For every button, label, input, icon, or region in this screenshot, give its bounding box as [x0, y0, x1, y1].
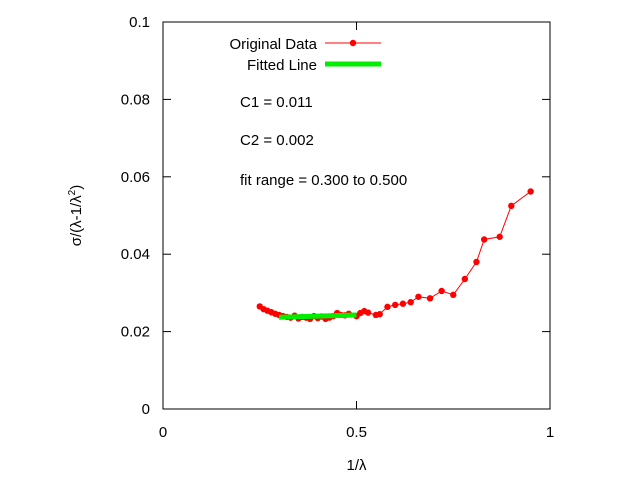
x-tick-label: 0.5 [346, 424, 367, 441]
fitted-line [279, 312, 357, 320]
annotation-c2: C2 = 0.002 [240, 132, 314, 149]
original-data-point [426, 295, 434, 302]
x-tick-label: 1 [546, 424, 554, 441]
series-fitted-line [279, 312, 357, 320]
original-data-point [450, 291, 457, 299]
plot-frame [162, 21, 551, 410]
original-data-point [473, 258, 480, 266]
y-tick-label: 0 [142, 401, 150, 418]
y-tick-label: 0.02 [121, 324, 150, 341]
y-tick-label: 0.06 [121, 169, 150, 186]
original-data-point [399, 300, 407, 307]
y-axis-label: σ/(λ-1/λ2) [67, 185, 85, 247]
legend-label-fitted-line: Fitted Line [247, 57, 317, 74]
original-data-point [438, 287, 445, 295]
y-axis-ticks: 0 0.02 0.04 0.06 0.08 0.1 [121, 14, 550, 418]
x-axis-label: 1/λ [346, 457, 367, 474]
annotation-fit-range: fit range = 0.300 to 0.500 [240, 172, 407, 189]
y-tick-label: 0.1 [129, 14, 150, 31]
original-data-point [415, 293, 422, 300]
original-data-point [392, 301, 399, 309]
annotation-c1: C1 = 0.011 [240, 94, 313, 111]
original-data-point [496, 233, 503, 240]
legend-marker-original-data [349, 39, 357, 47]
original-data-point [384, 303, 391, 311]
original-data-point [407, 298, 414, 306]
legend: Original Data Fitted Line [229, 36, 381, 74]
x-axis-ticks: 0 0.5 1 [159, 22, 554, 441]
y-axis-label-main: σ/(λ-1/λ [68, 195, 85, 246]
y-axis-label-end: ) [68, 185, 85, 190]
original-data-line [259, 191, 531, 320]
original-data-point [508, 202, 515, 210]
y-tick-label: 0.08 [121, 91, 150, 108]
y-tick-label: 0.04 [121, 246, 150, 263]
original-data-point [527, 188, 534, 195]
legend-label-original-data: Original Data [229, 36, 317, 53]
original-data-point [376, 310, 383, 318]
x-tick-label: 0 [159, 424, 167, 441]
series-original-data [256, 188, 534, 323]
original-data-point [481, 236, 488, 243]
original-data-point [364, 309, 372, 316]
original-data-point [461, 275, 469, 283]
y-axis-label-superscript: 2 [67, 189, 78, 195]
